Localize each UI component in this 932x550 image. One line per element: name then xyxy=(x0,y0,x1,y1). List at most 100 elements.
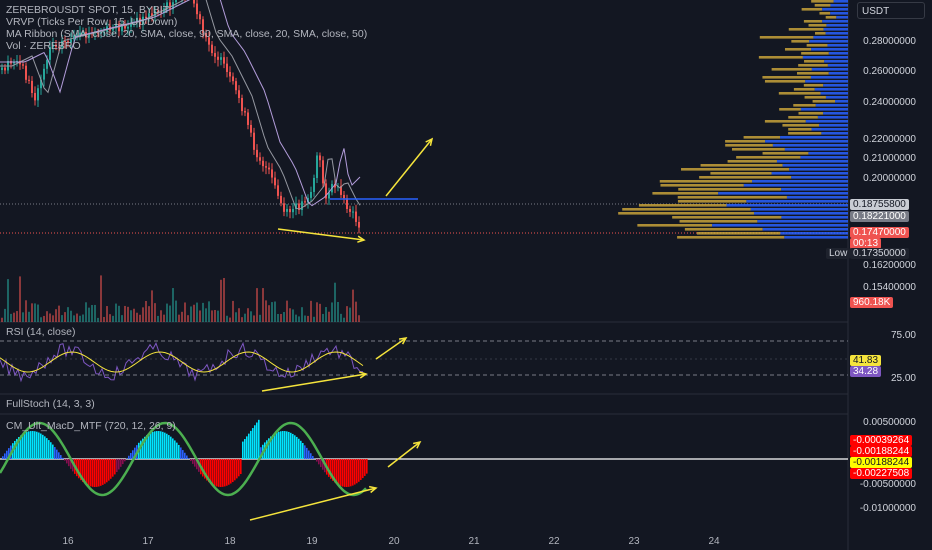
volume-profile-row-up xyxy=(746,200,848,203)
volume-bar xyxy=(31,303,33,322)
macd-histogram-bar xyxy=(18,437,20,459)
macd-histogram-bar xyxy=(192,459,194,464)
macd-histogram-bar xyxy=(330,459,332,479)
candle-body xyxy=(313,177,315,192)
volume-profile-row-down xyxy=(659,180,753,183)
macd-histogram-bar xyxy=(276,432,278,459)
candle-body xyxy=(307,197,309,203)
ma-ribbon-line xyxy=(0,0,361,207)
fullstoch-label[interactable]: FullStoch (14, 3, 3) xyxy=(6,398,95,410)
macd-histogram-bar xyxy=(354,459,356,485)
time-tick: 22 xyxy=(548,536,560,547)
macd-histogram-bar xyxy=(166,433,168,459)
volume-bar xyxy=(61,315,63,322)
candle-body xyxy=(340,186,342,195)
macd-histogram-bar xyxy=(116,459,118,473)
volume-profile-row-down xyxy=(806,44,828,47)
candle-body xyxy=(121,24,123,32)
macd-histogram-bar xyxy=(306,447,308,459)
annotation-line xyxy=(261,373,367,392)
macd-histogram-bar xyxy=(62,457,64,459)
indicator-vrvp[interactable]: VRVP (Ticks Per Row, 15, Up/Down) xyxy=(6,16,178,28)
candle-body xyxy=(103,31,105,33)
volume-bar xyxy=(16,311,18,322)
volume-profile-row-down xyxy=(710,172,772,175)
volume-profile-row-up xyxy=(784,236,848,239)
candle-body xyxy=(169,2,171,10)
volume-bar xyxy=(187,315,189,322)
indicator-volume[interactable]: Vol · ZEREBRO xyxy=(6,40,81,52)
volume-profile-row-down xyxy=(696,232,781,235)
ma-ribbon-line xyxy=(0,0,361,210)
macd-histogram-bar xyxy=(284,431,286,459)
macd-histogram-bar xyxy=(140,440,142,459)
volume-bar xyxy=(19,276,21,322)
volume-bar xyxy=(136,312,138,322)
volume-bar xyxy=(328,311,330,322)
volume-bar xyxy=(142,307,144,322)
annotation-line xyxy=(277,228,365,241)
macd-histogram-bar xyxy=(292,433,294,459)
volume-profile-row-down xyxy=(784,48,812,51)
volume-bar xyxy=(109,314,111,322)
volume-bar xyxy=(178,314,180,322)
macd-histogram-bar xyxy=(228,459,230,485)
volume-profile-row-down xyxy=(825,16,837,19)
volume-bar xyxy=(226,315,228,322)
currency-selector[interactable]: USDT xyxy=(857,2,925,19)
volume-profile-row-down xyxy=(678,188,782,191)
candle-body xyxy=(274,177,276,186)
volume-profile-row-up xyxy=(800,108,848,111)
candle-body xyxy=(58,46,60,48)
volume-bar xyxy=(211,310,213,322)
volume-bar xyxy=(22,312,24,322)
candle-body xyxy=(217,56,219,60)
macd-histogram-bar xyxy=(106,459,108,483)
volume-profile-row-down xyxy=(677,236,785,239)
macd-histogram-bar xyxy=(38,432,40,459)
volume-bar xyxy=(88,307,90,322)
volume-bar xyxy=(229,317,231,322)
macd-histogram-bar xyxy=(242,441,244,459)
macd-histogram-bar xyxy=(82,459,84,482)
poc-price-tag: 0.18755800 xyxy=(850,199,909,210)
candle-body xyxy=(31,80,33,94)
macd-histogram-bar xyxy=(338,459,340,486)
macd-histogram-bar xyxy=(174,440,176,459)
macd-histogram-bar xyxy=(56,449,58,459)
volume-bar xyxy=(304,315,306,322)
volume-bar xyxy=(202,302,204,322)
candle-body xyxy=(229,71,231,77)
drawing-annotations[interactable] xyxy=(249,137,434,521)
volume-bar xyxy=(283,312,285,322)
rsi-ma-tag: 41.83 xyxy=(850,355,882,366)
macd-histogram-bar xyxy=(44,436,46,459)
volume-profile-row-up xyxy=(757,220,848,223)
macd-histogram-bar xyxy=(270,436,272,459)
macd-tick: 0.00500000 xyxy=(863,417,916,428)
volume-profile-row-up xyxy=(835,100,848,103)
macd-label[interactable]: CM_Ult_MacD_MTF (720, 12, 26, 9) xyxy=(6,420,176,432)
macd-histogram-bar xyxy=(84,459,86,484)
volume-profile-row-up xyxy=(800,156,848,159)
macd-histogram-bar xyxy=(362,459,364,479)
annotation-arrowhead xyxy=(412,440,422,449)
volume-bar xyxy=(358,315,360,322)
time-tick: 20 xyxy=(388,536,400,547)
indicator-ma-ribbon[interactable]: MA Ribbon (SMA, close, 20, SMA, close, 9… xyxy=(6,28,368,40)
macd-histogram-bar xyxy=(310,453,312,459)
candle-body xyxy=(211,44,213,54)
volume-bar xyxy=(238,308,240,322)
volume-bar xyxy=(247,308,249,322)
volume-profile-row-down xyxy=(803,20,823,23)
rsi-label[interactable]: RSI (14, close) xyxy=(6,326,76,338)
candle-body xyxy=(64,40,66,42)
volume-profile-row-up xyxy=(805,80,848,83)
volume-bar xyxy=(40,317,42,322)
volume-bar xyxy=(127,306,129,322)
candle-body xyxy=(322,160,324,184)
volume-bar xyxy=(25,300,27,322)
macd-histogram-bar xyxy=(196,459,198,470)
macd-tag: -0.00227508 xyxy=(850,468,913,479)
